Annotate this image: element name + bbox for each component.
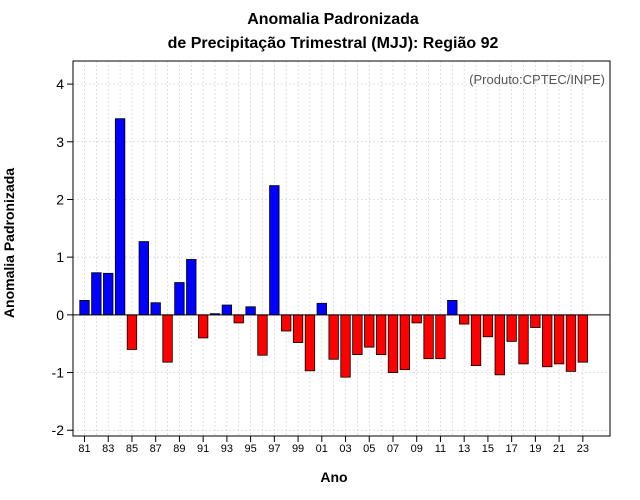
x-tick-label: 13 [458,443,470,455]
bar-83 [103,272,114,316]
x-tick-label: 15 [482,443,494,455]
x-tick-label: 03 [339,443,351,455]
x-tick-label: 85 [126,443,138,455]
x-tick-label: 91 [197,443,209,455]
bar-20 [542,314,553,368]
bar-04 [352,314,363,356]
x-tick-label: 95 [244,443,256,455]
chart-subtitle: de Precipitação Trimestral (MJJ): Região… [168,35,499,52]
x-tick-label: 81 [78,443,90,455]
bar-15 [482,314,494,338]
bar-99 [292,314,304,343]
x-tick-label: 21 [553,443,565,455]
source-annotation: (Produto:CPTEC/INPE) [469,72,605,87]
x-tick-label: 99 [292,443,304,455]
bar-01 [316,302,327,316]
bar-02 [328,314,339,360]
bar-87 [150,302,161,316]
bar-97 [269,185,280,316]
bar-84 [114,118,126,316]
bars [79,118,588,378]
bar-89 [174,282,185,316]
grid [73,61,610,436]
bar-21 [553,314,565,365]
bar-85 [126,314,138,350]
bar-06 [375,314,387,356]
y-tick-label: 3 [56,134,64,150]
x-tick-label: 09 [411,443,423,455]
bar-81 [79,300,90,316]
bar-16 [494,314,505,376]
x-tick-label: 17 [506,443,518,455]
bar-05 [364,314,375,348]
bar-11 [435,314,446,360]
x-axis: 81 83 85 87 89 91 93 95 97 99 01 03 05 07 09 11 13 15 17 19… [78,436,589,455]
bar-00 [304,314,316,372]
bar-93 [221,304,233,316]
bar-22 [565,314,577,372]
x-tick-label: 87 [150,443,162,455]
x-tick-label: 89 [173,443,185,455]
bar-09 [411,314,422,324]
x-tick-label: 01 [316,443,328,455]
bar-23 [577,314,588,363]
bar-96 [257,314,268,356]
x-tick-label: 05 [363,443,375,455]
bar-86 [138,241,149,316]
bar-10 [423,314,434,360]
y-tick-label: -1 [52,365,65,381]
y-axis-label: Anomalia Padronizada [1,168,17,318]
bar-12 [447,300,458,316]
x-tick-label: 83 [102,443,114,455]
x-tick-label: 19 [529,443,541,455]
bar-17 [506,314,517,342]
chart-title: Anomalia Padronizada [247,11,419,28]
plot-frame [72,60,611,437]
y-tick-label: 4 [56,76,64,92]
bar-98 [281,314,292,332]
bar-03 [340,314,351,378]
y-tick-label: -2 [52,422,65,438]
bar-90 [186,259,197,316]
y-tick-label: 2 [56,191,64,207]
bar-13 [459,314,470,325]
x-axis-label: Ano [320,469,347,485]
bar-07 [387,314,399,373]
bar-95 [245,306,256,316]
y-tick-label: 0 [56,307,64,323]
x-tick-label: 11 [435,443,446,455]
y-axis: -2 -1 0 1 2 3 4 [52,76,73,438]
bar-94 [233,314,244,324]
bar-18 [518,314,529,365]
x-tick-label: 97 [268,443,280,455]
bar-14 [470,314,482,367]
x-tick-label: 23 [577,443,589,455]
x-tick-label: 07 [387,443,399,455]
x-tick-label: 93 [221,443,233,455]
bar-91 [197,314,209,339]
bar-19 [530,314,541,328]
bar-88 [162,314,173,363]
y-tick-label: 1 [56,249,64,265]
bar-08 [399,314,411,371]
bar-82 [91,272,102,316]
